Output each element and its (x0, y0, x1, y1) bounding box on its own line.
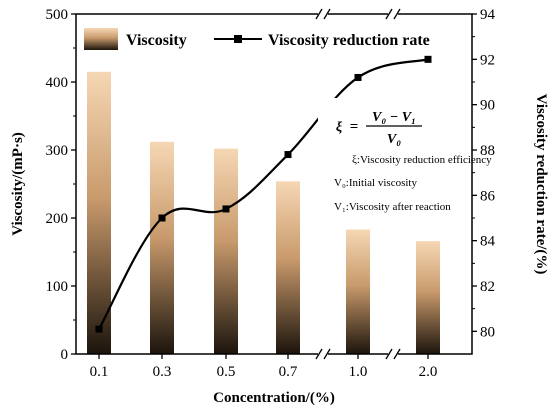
x-axis-title: Concentration/(%) (213, 390, 335, 406)
y-tick-label: 300 (46, 143, 69, 159)
x-tick-label: 2.0 (419, 364, 438, 380)
y-tick-label: 100 (46, 279, 69, 295)
axis-break-gap (318, 348, 328, 360)
formula-denominator: V₀ (387, 132, 401, 147)
axis-break-slash (323, 8, 331, 20)
annotation-line-3: V₁:Viscosity after reaction (334, 201, 451, 213)
x-tick-label: 1.0 (349, 364, 368, 380)
axis-break-gap (388, 8, 398, 20)
formula-annotation: ξ = V₀ − V₁ V₀ ξ:Viscosity reduction eff… (318, 98, 492, 213)
y2-ticks: 80 82 84 86 88 90 92 94 (472, 7, 496, 340)
legend-swatch-marker (234, 35, 242, 43)
bar-0.3 (150, 141, 174, 354)
y2-tick-label: 92 (480, 52, 495, 68)
formula-equals: = (350, 119, 359, 135)
y-axis-title: Viscosity/(mP·s) (10, 132, 26, 236)
axis-break-gap (388, 348, 398, 360)
bar-series (87, 71, 440, 355)
bar-1.0 (346, 229, 370, 354)
y-tick-label: 0 (61, 347, 69, 363)
x-tick-label: 0.5 (217, 364, 236, 380)
y2-tick-label: 86 (480, 188, 496, 204)
bar-0.1 (87, 71, 111, 355)
bar-0.5 (214, 148, 238, 354)
line-point-0.5 (222, 205, 230, 213)
y2-tick-label: 82 (480, 279, 495, 295)
y2-tick-label: 88 (480, 143, 495, 159)
axis-break-slash (385, 8, 393, 20)
y-tick-label: 500 (46, 7, 69, 23)
line-point-2.0 (424, 55, 432, 63)
x-ticks: 0.1 0.3 0.5 0.7 1.0 2.0 (90, 354, 438, 380)
line-series (95, 55, 432, 333)
annotation-line-2: V₀:Initial viscosity (334, 177, 417, 189)
y2-tick-label: 80 (480, 324, 495, 340)
legend: Viscosity Viscosity reduction rate (84, 28, 430, 50)
bar-0.7 (276, 181, 300, 354)
line-point-0.7 (284, 151, 292, 159)
axis-break-slash (393, 8, 401, 20)
formula-backdrop (318, 98, 428, 156)
axis-break-slash (315, 348, 323, 360)
y-tick-label: 200 (46, 211, 69, 227)
axis-break-slash (315, 8, 323, 20)
y2-tick-label: 90 (480, 98, 495, 114)
line-point-1.0 (354, 73, 362, 81)
y-tick-label: 400 (46, 75, 69, 91)
x-tick-label: 0.1 (90, 364, 109, 380)
bar-2.0 (416, 241, 440, 354)
x-tick-label: 0.7 (279, 364, 298, 380)
axis-break-slash (385, 348, 393, 360)
x-tick-label: 0.3 (153, 364, 172, 380)
formula-numerator: V₀ − V₁ (372, 110, 416, 125)
legend-label-viscosity: Viscosity (126, 32, 187, 49)
y2-axis-title: Viscosity reduction rate/(%) (533, 94, 549, 275)
axis-break-marks (315, 8, 401, 360)
formula-lhs: ξ (336, 120, 343, 135)
axis-break-slash (323, 348, 331, 360)
annotation-line-1: ξ:Viscosity reduction efficiency (352, 154, 492, 166)
axis-break-slash (393, 348, 401, 360)
legend-swatch-viscosity (84, 28, 118, 50)
legend-label-reduction-rate: Viscosity reduction rate (268, 32, 430, 49)
y-ticks: 0 100 200 300 400 500 (46, 7, 76, 363)
axis-break-gap (318, 8, 328, 20)
y2-tick-label: 94 (480, 7, 496, 23)
y2-tick-label: 84 (480, 234, 496, 250)
line-point-0.3 (158, 214, 166, 222)
line-point-0.1 (95, 325, 103, 333)
